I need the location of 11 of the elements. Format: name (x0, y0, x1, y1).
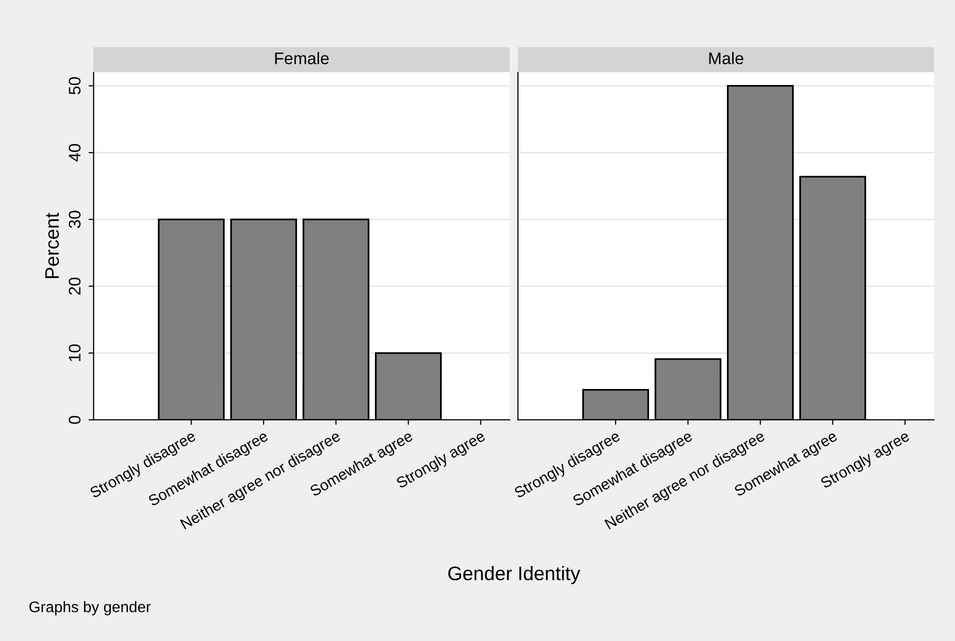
text: Graphs by gender (29, 601, 151, 616)
y-tick-label: 20 (68, 278, 81, 295)
chart-title: Male (709, 52, 744, 64)
x-axis-title: Gender Identity (448, 566, 580, 584)
y-tick-label: 50 (68, 77, 81, 94)
y-tick-label: 30 (68, 210, 81, 228)
y-axis-title: Percent (45, 212, 59, 278)
y-tick-label: 0 (68, 416, 81, 424)
y-tick-label: 10 (68, 344, 81, 362)
y-tick-label: 40 (68, 144, 81, 162)
chart-title: Female (275, 52, 329, 64)
